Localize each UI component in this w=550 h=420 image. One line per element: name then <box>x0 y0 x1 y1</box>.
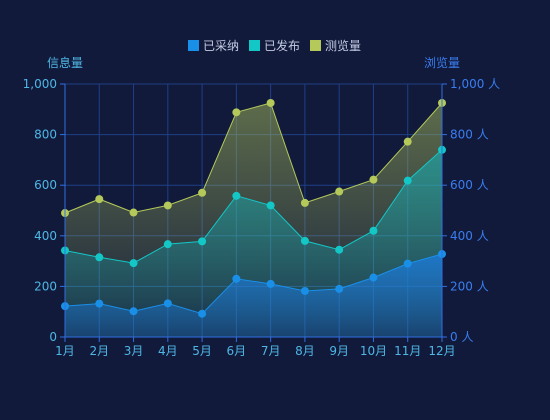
data-point <box>95 195 104 204</box>
legend-label: 测览量 <box>325 38 361 53</box>
data-point <box>266 98 275 107</box>
data-point <box>403 176 412 185</box>
data-point <box>369 226 378 235</box>
y-tick-label-right: 600 人 <box>450 178 489 192</box>
y-axis-title-right: 浏览量 <box>424 55 460 70</box>
x-tick-label: 9月 <box>329 344 349 358</box>
x-tick-label: 8月 <box>295 344 315 358</box>
y-tick-label-left: 800 <box>34 128 57 142</box>
data-point <box>129 259 138 268</box>
y-tick-label-left: 200 <box>34 279 57 293</box>
data-point <box>95 253 104 262</box>
data-point <box>369 175 378 184</box>
data-point <box>335 187 344 196</box>
axes: 0 200 400 600 800 1,000 0 人 200 人 400 人 600 人 800 … <box>23 77 501 358</box>
y-axis-title-left: 信息量 <box>47 55 83 70</box>
x-tick-label: 12月 <box>428 344 455 358</box>
series-line <box>64 253 443 315</box>
data-point <box>198 237 207 246</box>
data-point <box>232 108 241 117</box>
data-point <box>163 201 172 210</box>
y-tick-label-right: 400 人 <box>450 229 489 243</box>
data-point <box>266 279 275 288</box>
x-tick-label: 5月 <box>192 344 212 358</box>
data-point <box>198 309 207 318</box>
series-areas <box>65 103 442 337</box>
legend: 已采纳 已发布 测览量 <box>188 38 361 53</box>
x-tick-label: 11月 <box>394 344 421 358</box>
legend-label: 已采纳 <box>203 39 239 53</box>
x-tick-label: 3月 <box>124 344 144 358</box>
data-point <box>163 240 172 249</box>
legend-swatch <box>249 40 260 51</box>
data-point <box>95 299 104 308</box>
data-point <box>369 273 378 282</box>
data-point <box>335 284 344 293</box>
data-point <box>300 236 309 245</box>
data-point <box>129 208 138 217</box>
x-tick-label: 2月 <box>89 344 109 358</box>
data-point <box>232 191 241 200</box>
data-point <box>403 259 412 268</box>
y-tick-label-right: 1,000 人 <box>450 77 500 91</box>
data-point <box>300 286 309 295</box>
data-point <box>198 188 207 197</box>
data-point <box>266 201 275 210</box>
y-tick-label-right: 0 人 <box>450 330 473 344</box>
series-points <box>61 98 446 318</box>
y-tick-label-left: 400 <box>34 229 57 243</box>
legend-label: 已发布 <box>264 38 300 53</box>
data-point <box>300 198 309 207</box>
series-line <box>64 102 443 214</box>
series-line <box>64 149 443 264</box>
x-tick-label: 10月 <box>360 344 387 358</box>
y-tick-label-left: 0 <box>49 330 57 344</box>
y-tick-label-right: 200 人 <box>450 279 489 293</box>
data-point <box>129 307 138 316</box>
y-tick-label-left: 1,000 <box>23 77 57 91</box>
series-area <box>65 254 442 337</box>
data-point <box>335 245 344 254</box>
y-tick-label-left: 600 <box>34 178 57 192</box>
x-tick-label: 1月 <box>55 344 75 358</box>
x-tick-label: 6月 <box>227 344 247 358</box>
x-tick-label: 4月 <box>158 344 178 358</box>
data-point <box>163 299 172 308</box>
x-tick-label: 7月 <box>261 344 281 358</box>
y-tick-label-right: 800 人 <box>450 128 489 142</box>
data-point <box>232 274 241 283</box>
series-lines <box>64 102 443 315</box>
data-point <box>403 137 412 146</box>
legend-swatch <box>188 40 199 51</box>
legend-swatch <box>310 40 321 51</box>
